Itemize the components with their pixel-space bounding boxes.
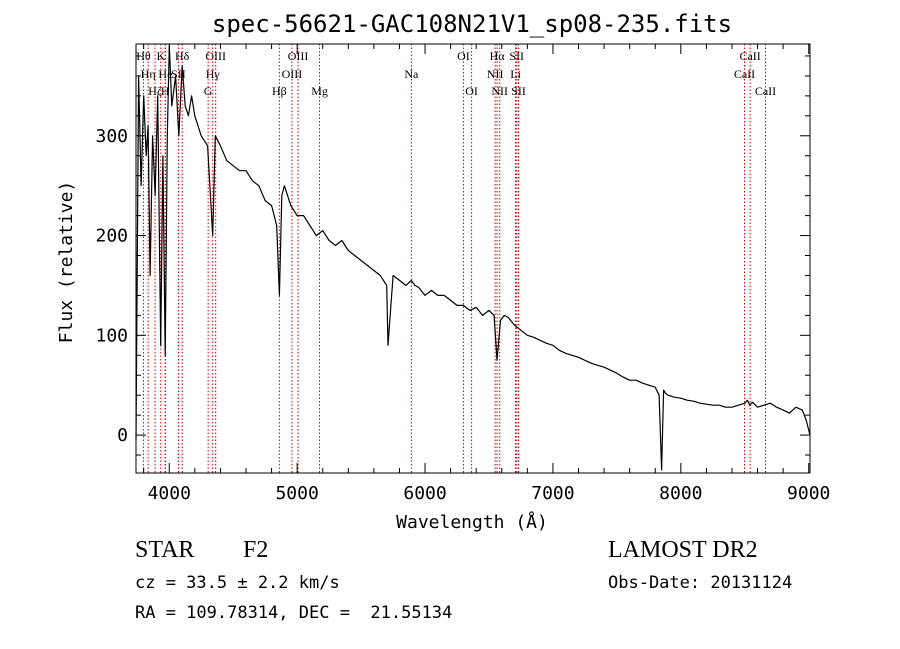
line-marker-label: OIII [288, 49, 309, 63]
x-tick-label: 6000 [403, 483, 446, 504]
line-marker-label: OIII [205, 49, 226, 63]
spectrum-line [135, 45, 811, 471]
spectrum-series [135, 45, 811, 471]
line-marker-label: Hθ [136, 49, 151, 63]
line-marker-label: OIII [282, 67, 303, 81]
line-marker-label: K [156, 49, 165, 63]
x-axis-label: Wavelength (Å) [396, 511, 548, 533]
x-tick-label: 4000 [148, 483, 191, 504]
plot-axes: 4000 5000 6000 7000 8000 9000 0 100 200 300 [95, 43, 830, 504]
survey-name: LAMOST DR2 [608, 537, 758, 563]
line-marker-label: Hγ [206, 67, 221, 81]
y-tick-label: 200 [95, 226, 128, 247]
y-axis-label: Flux (relative) [56, 181, 77, 344]
line-marker-label: SII [509, 49, 524, 63]
x-tick-label: 7000 [531, 483, 574, 504]
plot-frame [135, 43, 811, 474]
line-marker-label: NII [491, 84, 508, 98]
line-marker-label: Hδ [175, 49, 190, 63]
line-marker-label: Hη [141, 67, 156, 81]
object-subclass: F2 [243, 537, 269, 563]
chart-title: spec-56621-GAC108N21V1_sp08-235.fits [212, 10, 732, 38]
line-marker-label: Na [404, 67, 419, 81]
x-tick-label: 9000 [787, 483, 830, 504]
line-marker-label: H [161, 84, 170, 98]
line-marker-label: Hα [490, 49, 506, 63]
line-marker-label: NII [487, 67, 504, 81]
coordinates-text: RA = 109.78314, DEC = 21.55134 [135, 603, 453, 623]
object-class: STAR [135, 537, 195, 563]
line-marker-label: CaII [734, 67, 755, 81]
line-marker-label: CaII [739, 49, 760, 63]
y-tick-label: 0 [117, 425, 128, 446]
y-tick-label: 300 [95, 126, 128, 147]
redshift-text: cz = 33.5 ± 2.2 km/s [135, 573, 340, 593]
line-marker-label: OI [457, 49, 470, 63]
line-marker-label: Li [510, 67, 521, 81]
x-tick-label: 5000 [275, 483, 318, 504]
line-marker-label: CaII [755, 84, 776, 98]
line-marker-label: Mg [311, 84, 328, 98]
x-tick-label: 8000 [659, 483, 702, 504]
line-marker-label: OI [465, 84, 478, 98]
line-marker-label: Hβ [272, 84, 287, 98]
y-tick-label: 100 [95, 325, 128, 346]
line-marker-label: G [204, 84, 213, 98]
spectrum-chart: spec-56621-GAC108N21V1_sp08-235.fits Wav… [56, 10, 830, 533]
line-marker-label: Hζ [148, 84, 162, 98]
obs-date-text: Obs-Date: 20131124 [608, 573, 793, 593]
line-marker-label: SII [511, 84, 526, 98]
